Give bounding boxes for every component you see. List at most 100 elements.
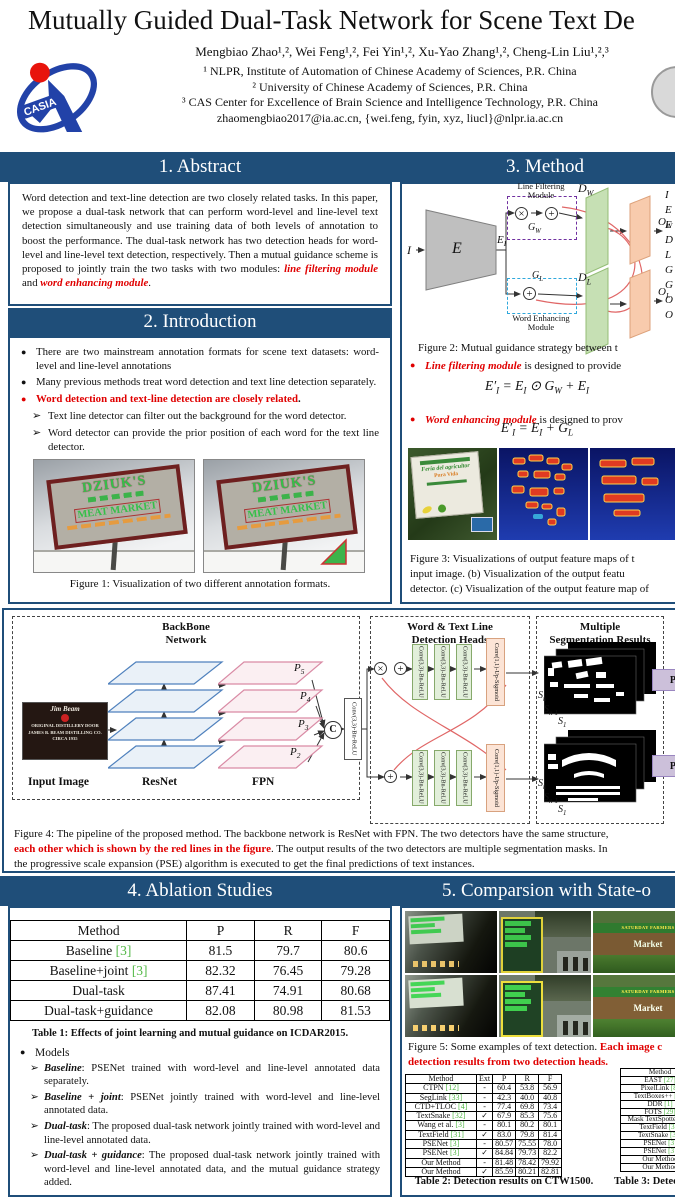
figure3: Feria del agricultor Pura Vida [408,448,675,540]
abstract-highlight-1: line filtering module [284,263,378,276]
value-cell: 60.4 [492,1083,517,1094]
introduction-box: There are two mainstream annotation form… [8,336,392,604]
figure2-caption: Figure 2: Mutual guidance strategy betwe… [418,342,618,354]
word-mask-sn: Sn [538,690,547,703]
fig2-legend-letter: E [665,204,672,216]
figure1-caption: Figure 1: Visualization of two different… [69,578,331,591]
figure3-caption: Figure 3: Visualizations of output featu… [410,552,675,597]
trees-band [593,975,675,987]
value-cell: 81.53 [321,1000,390,1021]
fig2-legend-letter: O [665,309,673,321]
fig2-legend-letter: E [665,219,672,231]
table-row: Dual-task 87.41 74.91 80.68 [9,980,390,1001]
citation: [29] [663,1107,675,1116]
citation: [3] [455,1120,465,1130]
detection-box [505,999,531,1004]
table-row: PSENet [3] -80.57 75.55 78.0 [405,1139,563,1150]
figure5-caption-line1: Figure 5: Some examples of text detectio… [408,1041,662,1053]
figure5-caption-pre: Figure 5: Some examples of text detectio… [408,1041,600,1053]
market-sign-body: Market [593,933,675,955]
citation: [33] [448,1092,463,1102]
abstract-body: Word detection and text-line detection a… [22,192,378,276]
value-cell: 40.8 [538,1092,563,1103]
model-item: Dual-task + guidance: The proposed dual-… [30,1149,380,1189]
figure3-he atmap-line [590,448,675,540]
word-head-conv2: Conv(3,3)-Bn-ReLU [434,644,450,700]
fig2-legend-letter: O [665,294,673,306]
abstract-highlight-2: word enhancing module [40,277,149,290]
section-band-top: 1. Abstract 3. Method [0,152,675,182]
seg-title-1: Multiple [579,621,621,633]
citation: [8] [670,1083,675,1092]
line-head-conv1: Conv(3,3)-Bn-ReLU [412,750,428,806]
jimbeam-brand: Jim Beam [50,705,80,713]
value-cell: 80.1 [492,1120,517,1131]
line-head-conv3: Conv(3,3)-Bn-ReLU [456,750,472,806]
word-head-conv3: Conv(3,3)-Bn-ReLU [456,644,472,700]
table1-caption: Table 1: Effects of joint learning and m… [32,1028,349,1039]
jimbeam-line1: ORIGINAL DISTILLERY DOOR [31,723,99,728]
model-description: : The proposed dual-task network jointly… [44,1150,380,1189]
input-symbol: I [407,243,411,257]
module-label-line2: Module [527,322,555,332]
fig2-legend-letter: I [665,189,669,201]
detection-box [410,923,435,929]
citation: [3] [668,1147,675,1156]
ext-cell: - [475,1083,494,1094]
abstract-text: Word detection and text-line detection a… [10,184,390,290]
add-node-line [523,287,536,300]
table-row: Wang et al. [3] -80.1 80.2 80.1 [405,1120,563,1131]
line-filtering-module-label: Line Filtering Module [504,182,578,200]
column-header: P [186,920,255,941]
fig2-legend-letter: G [665,264,673,276]
table-row: Our Method ✓ 85.59 80.21 82.81 [405,1166,563,1178]
word-enhancing-module-box [507,278,577,314]
pedestrian [583,1022,588,1035]
word-guidance-symbol: GW [528,222,541,235]
value-cell: 79.28 [321,960,390,981]
section-title-ablation: 4. Ablation Studies [127,880,273,901]
intro-subitem-1: Text line detector can filter out the ba… [21,409,379,423]
heads-title-2: Detection Heads [411,633,489,646]
model-description: : PSENet trained with word-level and lin… [44,1062,380,1087]
method-cell: Dual-task+guidance [9,1000,188,1021]
module-label-line1: Line Filtering [517,181,565,191]
word-mask-sn1: Sn-1 [544,704,559,717]
resnet-planes [108,661,224,769]
column-header: R [253,920,323,941]
detection-box [505,985,531,990]
word-enhancing-rest: is designed to prov [536,414,623,426]
module-label-line1: Word Enhancing [512,313,570,323]
citation: [1] [664,1099,673,1108]
method-cell: Dual-task [9,980,188,1001]
figure4-caption-red: each other which is shown by the red lin… [14,843,271,855]
ext-cell: ✓ [475,1166,494,1178]
fig2-legend-letter: D [665,234,673,246]
word-mask-s1: S1 [558,716,567,729]
citation: [27] [663,1075,675,1084]
models-heading: Models [20,1047,390,1059]
line-detector-plane [585,267,609,355]
market-sign-body: Market [593,997,675,1019]
intro-subitem-2: Word detector can provide the prior posi… [21,426,379,454]
intro-bullet-3-red: Word detection and text-line detection a… [36,392,298,405]
value-cell: 80.6 [321,940,390,961]
fig5-photo-dark-scene [405,911,497,973]
figure2-arrows [416,187,663,355]
fig5-photo-market-sign: SATURDAY FARMERS Market [593,975,675,1037]
fig5-photo-street-scene [499,975,591,1037]
detection-box [410,916,445,923]
authors-line: Mengbiao Zhao¹,², Wei Feng¹,², Fei Yin¹,… [195,44,609,59]
line-mask-sn: Sn [538,778,547,791]
input-image-jimbeam: Jim Beam ORIGINAL DISTILLERY DOOR JAMES … [22,702,108,760]
detection-box [505,1006,527,1011]
detection-box [505,928,525,933]
figure3-caption-line3: detector. (c) Visualization of the outpu… [410,583,649,595]
jimbeam-line3: CIRCA 1935 [52,736,78,741]
intro-bullet-3-end: . [297,392,301,405]
figure4-caption-line2: each other which is shown by the red lin… [14,843,607,855]
models-list: Baseline: PSENet trained with word-level… [10,1062,390,1190]
municipal-sign: Feria del agricultor Pura Vida [410,451,484,519]
table-row: CTPN [12] -60.4 53.8 56.9 [405,1083,563,1094]
